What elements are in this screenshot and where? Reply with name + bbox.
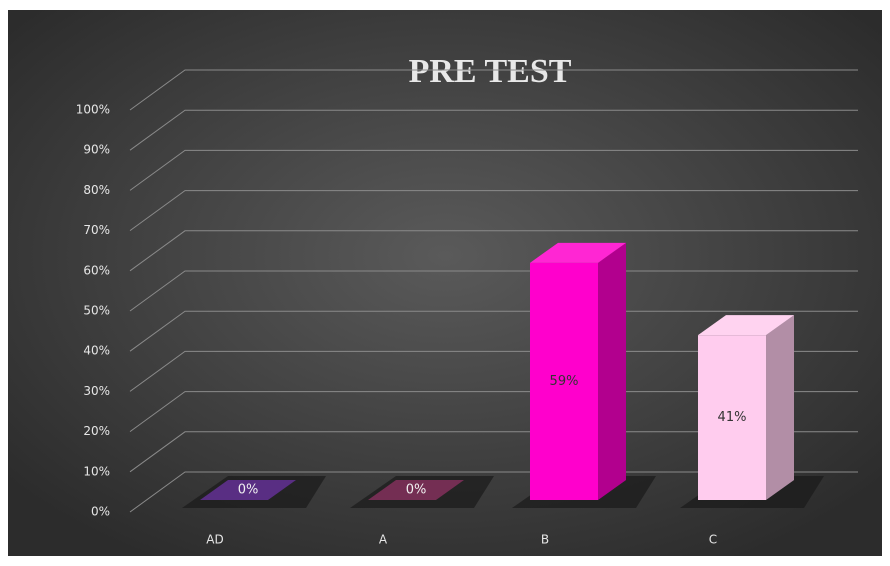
data-label: 41% — [718, 410, 747, 425]
bar-top-shade — [200, 480, 296, 500]
bar-top — [530, 242, 626, 263]
grid-line — [129, 391, 858, 433]
x-tick-label: C — [709, 533, 717, 547]
y-tick-label: 30% — [83, 384, 110, 398]
plot: 0% 10% 20% 30% 40% 50% 60% 70% 80% 90% 100% 0% AD 0% A… — [76, 69, 858, 547]
y-tick-label: 50% — [83, 304, 110, 318]
grid-line — [129, 471, 858, 513]
y-tick-label: 0% — [91, 505, 110, 519]
grid-line — [129, 149, 858, 191]
chart-title: PRE TEST — [409, 53, 572, 90]
y-tick-label: 100% — [76, 103, 110, 117]
bar-side-shade — [766, 315, 794, 500]
y-tick-label: 20% — [83, 424, 110, 438]
bar — [698, 335, 766, 500]
bar-top — [200, 480, 296, 500]
y-tick-label: 60% — [83, 263, 110, 277]
y-tick-label: 40% — [83, 344, 110, 358]
grid-line — [129, 431, 858, 473]
bar-side — [766, 315, 794, 500]
x-tick-label: B — [541, 533, 549, 547]
x-tick-label: A — [379, 533, 388, 547]
bar-top-shade — [368, 480, 464, 500]
grid-line — [129, 69, 858, 111]
grid-line — [129, 350, 858, 392]
bar-top-shade — [530, 242, 626, 263]
bar-top — [368, 480, 464, 500]
grid-line — [129, 270, 858, 312]
x-tick-label: AD — [206, 533, 223, 547]
bar-side — [598, 242, 626, 500]
grid-line — [129, 109, 858, 151]
grid-line — [129, 230, 858, 272]
y-tick-label: 10% — [83, 464, 110, 478]
bar-side-shade — [598, 242, 626, 500]
y-tick-label: 70% — [83, 223, 110, 237]
grid-line — [129, 190, 858, 232]
y-tick-label: 80% — [83, 183, 110, 197]
bar-top — [698, 315, 794, 336]
bar — [530, 262, 598, 500]
data-label: 0% — [238, 483, 259, 498]
grid-line — [129, 310, 858, 352]
bar-top-shade — [698, 315, 794, 336]
data-label: 0% — [406, 483, 427, 498]
data-label: 59% — [550, 374, 579, 389]
y-tick-label: 90% — [83, 143, 110, 157]
